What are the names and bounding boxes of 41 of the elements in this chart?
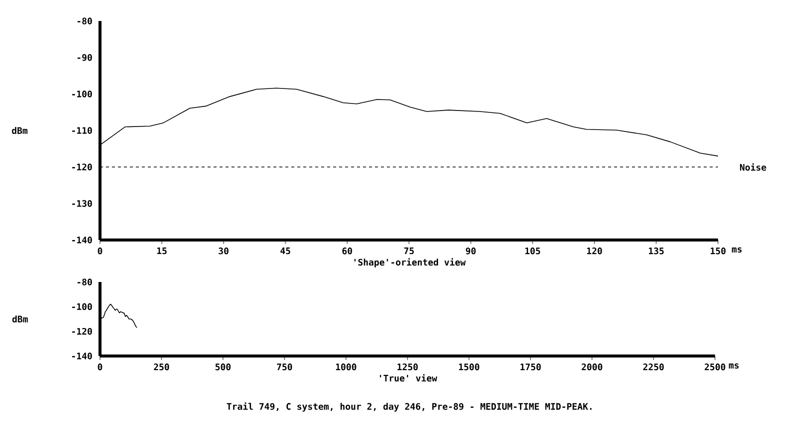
x-tick-label: 1500 bbox=[459, 364, 480, 370]
x-tick-label: 500 bbox=[216, 364, 231, 370]
x-tick-label: 45 bbox=[280, 248, 290, 254]
x-tick-label: 250 bbox=[154, 364, 170, 370]
x-tick-label: 120 bbox=[587, 248, 602, 254]
x-tick-label: 0 bbox=[98, 248, 102, 254]
x-axis-title: 'Shape'-oriented view bbox=[354, 258, 466, 268]
ref-line-label: Noise bbox=[740, 163, 766, 171]
text: Trail 749, C system, hour 2, day 246, Pre-89 - MEDIUM-TIME MID-PEAK. bbox=[226, 402, 592, 412]
x-tick-label: 2500 bbox=[704, 364, 726, 370]
text: ms bbox=[728, 363, 739, 369]
x-tick-label: 30 bbox=[218, 248, 228, 254]
x-tick-label: 1750 bbox=[520, 364, 541, 370]
y-axis-title: dBm bbox=[12, 316, 28, 322]
y-tick-label: -110 bbox=[72, 127, 92, 134]
y-tick-label: -140 bbox=[72, 352, 92, 360]
x-tick-label: 2250 bbox=[643, 364, 664, 370]
y-axis-title: dBm bbox=[12, 127, 28, 134]
y-tick-label: -120 bbox=[72, 328, 92, 335]
y-tick-label: -90 bbox=[78, 54, 92, 61]
x-tick-label: 0 bbox=[98, 364, 102, 370]
y-tick-label: -80 bbox=[78, 18, 92, 24]
x-tick-label: 75 bbox=[404, 248, 414, 254]
y-tick-label: -130 bbox=[72, 200, 92, 207]
x-tick-label: 135 bbox=[648, 248, 664, 254]
x-tick-label: 15 bbox=[157, 248, 167, 254]
x-tick-label: 1250 bbox=[398, 364, 418, 370]
y-tick-label: -100 bbox=[72, 303, 92, 310]
text: ms bbox=[732, 247, 742, 253]
x-tick-label: 60 bbox=[342, 248, 352, 254]
x-tick-label: 1000 bbox=[336, 364, 356, 370]
x-tick-label: 750 bbox=[277, 364, 292, 370]
y-tick-label: -80 bbox=[78, 278, 92, 286]
y-tick-label: -120 bbox=[72, 164, 92, 170]
x-tick-label: 2000 bbox=[582, 364, 602, 370]
y-tick-label: -100 bbox=[72, 90, 92, 98]
x-tick-label: 150 bbox=[710, 248, 726, 254]
y-tick-label: -140 bbox=[72, 236, 92, 244]
x-axis-title: 'True' view bbox=[380, 374, 438, 382]
x-tick-label: 105 bbox=[525, 248, 540, 254]
x-tick-label: 90 bbox=[466, 248, 476, 254]
